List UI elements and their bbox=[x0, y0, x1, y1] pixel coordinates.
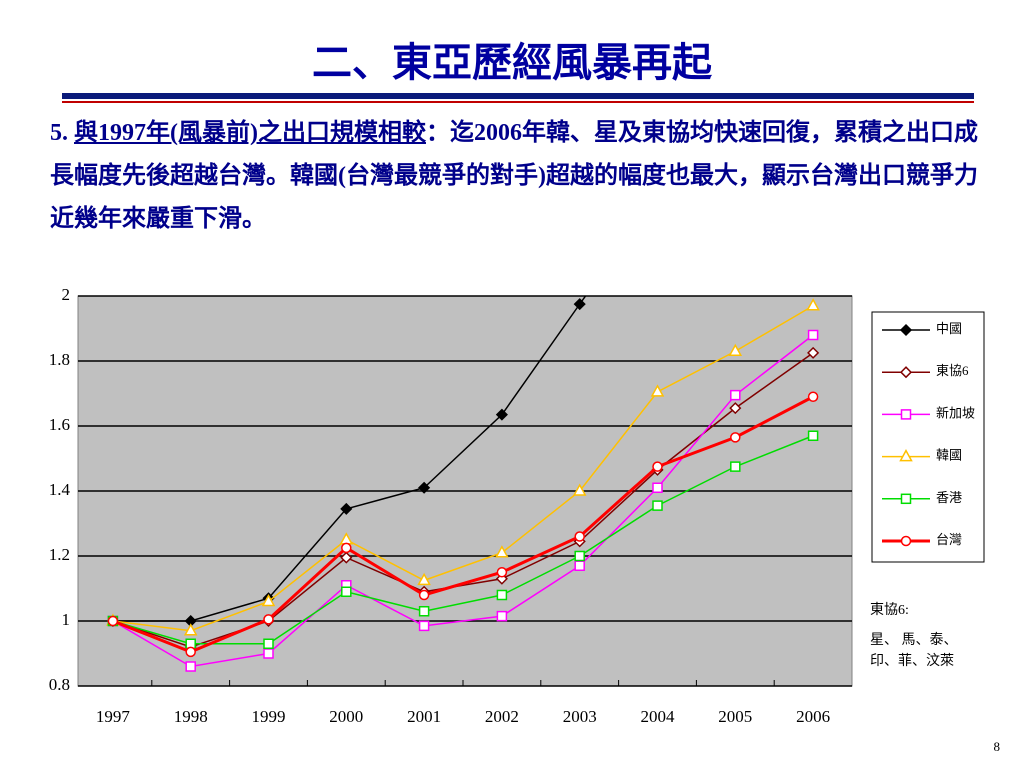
series-line bbox=[112, 305, 814, 632]
series-line bbox=[112, 296, 587, 622]
body-rest: ：迄2006年韓、星及東協均快速回復，累積之出口成長幅度先後超越台灣。韓國(台灣… bbox=[50, 120, 978, 232]
y-tick-label: 1.8 bbox=[49, 350, 70, 369]
marker bbox=[341, 542, 352, 554]
legend-label: 台灣 bbox=[936, 532, 962, 547]
marker bbox=[341, 586, 352, 597]
series bbox=[107, 430, 819, 649]
body-text: 5. 與1997年(風暴前)之出口規模相較：迄2006年韓、星及東協均快速回復，… bbox=[50, 112, 990, 241]
marker bbox=[261, 593, 276, 607]
legend-label: 新加坡 bbox=[936, 405, 975, 420]
marker bbox=[900, 493, 912, 505]
marker bbox=[900, 409, 912, 420]
y-tick-label: 0.8 bbox=[49, 675, 70, 694]
marker bbox=[730, 461, 741, 472]
marker bbox=[185, 646, 196, 658]
marker bbox=[574, 550, 585, 562]
marker bbox=[495, 545, 509, 558]
slide-title: 二、東亞歷經風暴再起 bbox=[312, 40, 712, 85]
x-tick-label: 2005 bbox=[718, 707, 752, 726]
x-tick-label: 2002 bbox=[485, 707, 519, 726]
legend-label: 中國 bbox=[936, 321, 962, 336]
marker bbox=[496, 610, 508, 622]
marker bbox=[340, 551, 353, 564]
x-tick-label: 1999 bbox=[252, 707, 286, 726]
marker bbox=[572, 483, 587, 496]
marker bbox=[806, 298, 820, 311]
x-tick-label: 2003 bbox=[563, 707, 597, 726]
marker bbox=[107, 615, 119, 627]
marker bbox=[496, 567, 508, 578]
title-rule bbox=[62, 101, 974, 103]
marker bbox=[574, 531, 585, 542]
marker bbox=[418, 606, 430, 617]
y-tick-label: 2 bbox=[62, 285, 71, 304]
marker bbox=[728, 343, 743, 356]
legend-label: 香港 bbox=[936, 490, 962, 505]
page-number: 8 bbox=[994, 739, 1001, 754]
series-line bbox=[112, 395, 814, 654]
marker bbox=[263, 648, 274, 659]
x-tick-label: 1997 bbox=[96, 707, 131, 726]
marker bbox=[183, 623, 198, 636]
marker bbox=[418, 620, 430, 632]
y-tick-label: 1.4 bbox=[49, 480, 71, 499]
marker bbox=[574, 560, 585, 571]
legend-label: 東協6 bbox=[936, 363, 969, 378]
series bbox=[107, 391, 819, 658]
marker bbox=[185, 661, 196, 672]
marker bbox=[730, 432, 741, 443]
x-tick-label: 1998 bbox=[174, 707, 208, 726]
marker bbox=[496, 589, 508, 601]
x-tick-label: 2001 bbox=[407, 707, 441, 726]
marker bbox=[900, 535, 912, 547]
title-rule bbox=[62, 93, 974, 99]
x-tick-label: 2006 bbox=[796, 707, 830, 726]
legend-box bbox=[871, 311, 985, 563]
marker bbox=[417, 572, 431, 586]
y-tick-label: 1 bbox=[62, 610, 71, 629]
marker bbox=[495, 408, 508, 421]
marker bbox=[650, 384, 665, 397]
series-line bbox=[112, 334, 814, 668]
body-underlined: 與1997年(風暴前)之出口規模相較 bbox=[74, 120, 426, 146]
marker bbox=[899, 449, 913, 462]
marker bbox=[807, 346, 820, 359]
marker bbox=[652, 500, 663, 511]
x-tick-label: 2000 bbox=[329, 707, 363, 726]
marker bbox=[899, 323, 913, 337]
note-line: 星、 馬、泰、 bbox=[870, 632, 958, 648]
marker bbox=[729, 402, 742, 415]
marker bbox=[652, 482, 663, 493]
marker bbox=[340, 502, 353, 515]
marker bbox=[807, 391, 819, 402]
marker bbox=[899, 366, 913, 379]
marker bbox=[730, 389, 741, 401]
marker bbox=[652, 461, 663, 472]
marker bbox=[263, 638, 274, 649]
x-tick-label: 2004 bbox=[641, 707, 676, 726]
marker bbox=[807, 430, 819, 441]
note-title: 東協6: bbox=[870, 602, 909, 618]
y-tick-label: 1.6 bbox=[49, 415, 70, 434]
marker bbox=[807, 329, 819, 341]
series-line bbox=[112, 435, 814, 645]
note-line: 印、菲、汶萊 bbox=[870, 652, 954, 669]
marker bbox=[653, 190, 663, 200]
marker bbox=[263, 614, 274, 625]
marker bbox=[418, 481, 431, 494]
marker bbox=[418, 589, 430, 601]
y-tick-label: 1.2 bbox=[49, 545, 70, 564]
body-prefix: 5. bbox=[50, 120, 68, 146]
legend-label: 韓國 bbox=[936, 448, 962, 463]
marker bbox=[573, 298, 586, 311]
